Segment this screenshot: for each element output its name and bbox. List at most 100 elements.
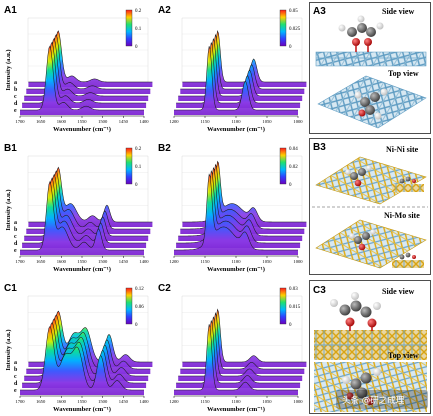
spectrum-trace-d <box>176 170 301 244</box>
colorbar <box>125 287 133 325</box>
panel-label-b1: B1 <box>4 143 17 154</box>
colorbar-tick-label: 0.015 <box>289 305 301 310</box>
colorbar-tick-label: 0.025 <box>289 27 301 32</box>
mo-slab-side-a3 <box>315 51 427 67</box>
spectrum-trace-b <box>180 312 305 370</box>
colorbar-tick-label: 0.1 <box>135 165 142 170</box>
adsorbate-molecule-c3-top <box>342 368 381 405</box>
panel-label-c3: C3 <box>313 285 326 296</box>
colorbar <box>125 147 133 185</box>
x-tick-label: 1000 <box>293 399 303 404</box>
panel-label-c1: C1 <box>4 283 17 294</box>
colorbar-tick-label: 0 <box>289 45 292 50</box>
colorbar-tick-label: 0 <box>135 183 138 188</box>
x-tick-label: 1500 <box>98 119 108 124</box>
x-tick-label: 1650 <box>36 119 46 124</box>
spectrum-trace-b <box>180 163 305 230</box>
x-tick-label: 1400 <box>139 119 149 124</box>
x-tick-label: 1550 <box>77 119 87 124</box>
colorbar-tick-label: 0 <box>289 183 292 188</box>
colorbar-tick-label: 0 <box>135 323 138 328</box>
watermark-text: 头条 @研之成理 <box>342 395 405 406</box>
x-axis-title: Wavenumber (cm⁻¹) <box>207 406 265 413</box>
colorbar-tick-label: 0.2 <box>135 9 142 14</box>
trace-label-a: a <box>14 220 17 226</box>
colorbar-tick-label: 0.04 <box>289 147 298 152</box>
side-view-label-c3: Side view <box>382 287 414 296</box>
colorbar-tick-label: 0 <box>135 45 138 50</box>
x-tick-label: 1050 <box>262 259 272 264</box>
x-tick-label: 1550 <box>77 399 87 404</box>
adsorbate-molecule-b3-ni-ni <box>345 165 372 187</box>
spectrum-surface-e <box>182 30 307 87</box>
x-tick-label: 1150 <box>200 399 210 404</box>
spectrum-trace-e <box>174 46 298 111</box>
panel-label-c2: C2 <box>158 283 171 294</box>
x-tick-label: 1400 <box>139 259 149 264</box>
nimo-slab-ni-mo <box>315 219 427 269</box>
trace-label-b: b <box>14 87 18 93</box>
spectrum-trace-c <box>24 37 149 97</box>
x-tick-label: 1400 <box>139 399 149 404</box>
x-tick-label: 1450 <box>119 119 129 124</box>
x-tick-label: 1550 <box>77 259 87 264</box>
spectrum-trace-e <box>20 325 144 391</box>
colorbar <box>279 9 287 47</box>
x-tick-label: 1700 <box>15 399 25 404</box>
structure-panel-a3: A3 Side view Top view <box>309 2 431 134</box>
spectrum-panel-b1: B1 1700 1650 1600 1550 1500 1450 1400 Wavenumber… <box>4 143 153 273</box>
structure-panel-b3: B3 Ni-Ni site Ni-Mo site <box>309 138 431 275</box>
adsorbate-molecule-a3-top <box>354 88 388 120</box>
spectrum-trace-e <box>174 324 298 391</box>
spectrum-panel-c2: C2 1200 1150 1100 1050 1000 Wavenumber (cm⁻¹) 0… <box>158 283 307 413</box>
x-axis-title: Wavenumber (cm⁻¹) <box>207 266 265 273</box>
x-axis-title: Wavenumber (cm⁻¹) <box>53 266 111 273</box>
x-tick-label: 1450 <box>119 259 129 264</box>
spectrum-trace-e <box>174 173 298 251</box>
spectrum-trace-e <box>20 45 144 111</box>
spectrum-trace-e <box>20 180 144 251</box>
colorbar <box>125 9 133 47</box>
x-tick-label: 1100 <box>231 259 241 264</box>
trace-label-d: d <box>14 101 18 107</box>
colorbar-tick-label: 0.03 <box>289 287 298 292</box>
spectrum-trace-d <box>176 320 301 384</box>
x-axis-title: Wavenumber (cm⁻¹) <box>53 126 111 133</box>
panel-label-a1: A1 <box>4 5 17 16</box>
colorbar-tick-label: 0.02 <box>289 165 298 170</box>
trace-label-d: d <box>14 381 18 387</box>
x-tick-label: 1100 <box>231 399 241 404</box>
x-tick-label: 1200 <box>169 119 179 124</box>
spectrum-panel-c1: C1 1700 1650 1600 1550 1500 1450 1400 Wavenumber… <box>4 283 153 413</box>
x-tick-label: 1700 <box>15 119 25 124</box>
trace-label-c: c <box>14 234 17 240</box>
colorbar <box>279 147 287 185</box>
colorbar-tick-label: 0 <box>289 323 292 328</box>
spectrum-surface-a <box>20 326 144 395</box>
x-tick-label: 1600 <box>57 259 67 264</box>
x-tick-label: 1450 <box>119 399 129 404</box>
trace-label-d: d <box>14 241 18 247</box>
x-tick-label: 1200 <box>169 259 179 264</box>
spectrum-panel-b2: B2 1200 1150 1100 1050 1000 Wavenumber (cm⁻¹) 0… <box>158 143 307 273</box>
x-axis-title: Wavenumber (cm⁻¹) <box>53 406 111 413</box>
spectrum-trace-c <box>178 316 303 377</box>
trace-label-c: c <box>14 94 17 100</box>
y-axis-title: Intensity (a.u.) <box>5 189 12 230</box>
mo-slab-top-a3 <box>317 75 427 129</box>
ni-ni-site-label: Ni-Ni site <box>386 145 419 154</box>
x-tick-label: 1000 <box>293 119 303 124</box>
panel-label-a3: A3 <box>313 6 326 17</box>
nimo-slab-ni-ni <box>315 156 427 205</box>
trace-label-e: e <box>14 388 17 394</box>
x-tick-label: 1600 <box>57 119 67 124</box>
side-view-label-a3: Side view <box>382 7 414 16</box>
colorbar-tick-label: 0.12 <box>135 287 144 292</box>
spectrum-trace-a <box>182 29 307 83</box>
spectrum-surface-e <box>182 309 307 367</box>
spectrum-surface-e <box>182 161 307 227</box>
spectrum-surface-a <box>20 46 144 116</box>
spectrum-panel-a1: A1 1700 1650 1600 1550 1500 1450 1400 Wavenumber… <box>4 5 153 133</box>
trace-label-b: b <box>14 367 18 373</box>
ni-mo-site-label: Ni-Mo site <box>384 211 420 220</box>
